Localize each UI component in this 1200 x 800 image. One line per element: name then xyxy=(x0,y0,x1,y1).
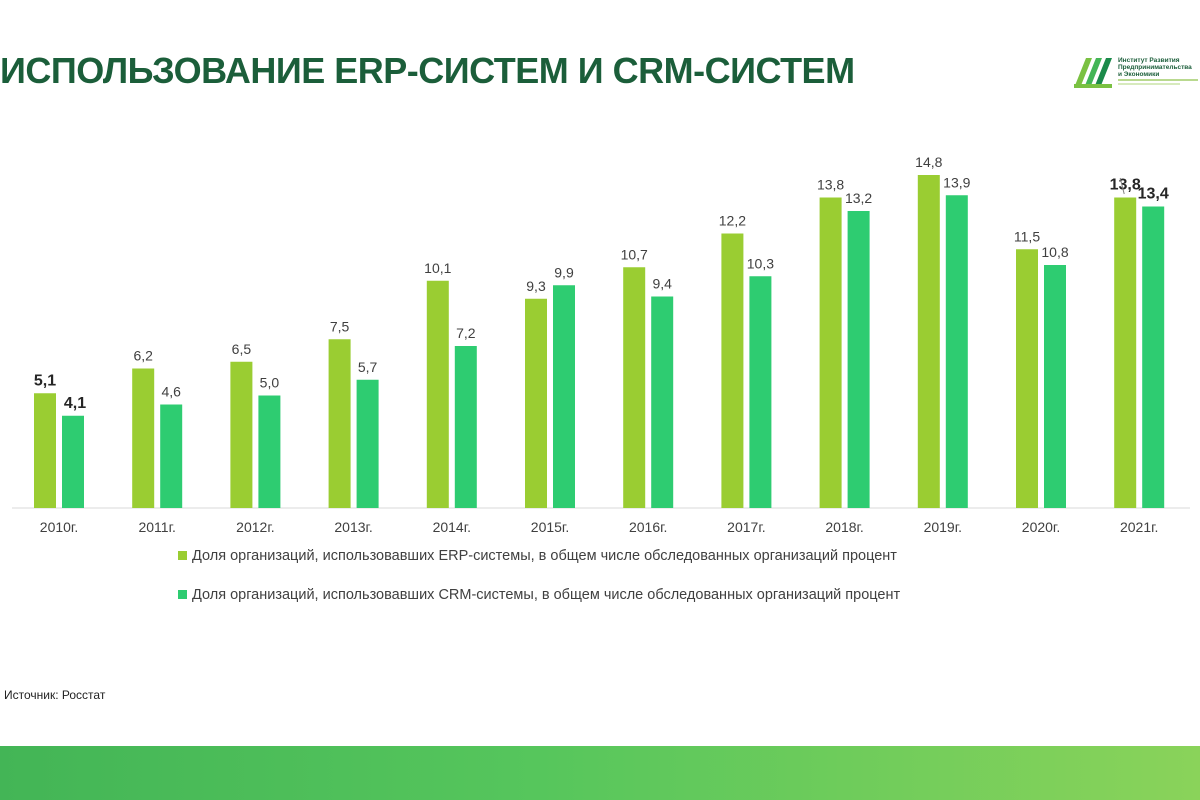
data-label: 12,2 xyxy=(719,213,746,229)
data-label: 6,2 xyxy=(133,348,153,364)
data-label: 13,8 xyxy=(817,177,844,193)
bar-erp xyxy=(426,280,449,508)
data-label: 4,1 xyxy=(64,395,86,412)
data-label: 10,3 xyxy=(747,255,774,271)
bar-crm xyxy=(945,195,968,508)
bar-crm xyxy=(62,415,84,508)
bar-chart: 5,1 4,1 2010г. 6,2 4,6 2011г. 6,5 5,0 2012г. 7,5 5… xyxy=(12,154,1190,535)
legend-swatch-crm xyxy=(178,589,187,599)
bar-crm xyxy=(1142,206,1165,508)
page-title: ИСПОЛЬЗОВАНИЕ ERP-СИСТЕМ И CRM-СИСТЕМ xyxy=(0,50,855,91)
label-leader-line xyxy=(1119,177,1125,195)
x-tick-label: 2013г. xyxy=(334,519,372,535)
x-tick-label: 2014г. xyxy=(433,519,471,535)
bar-erp xyxy=(132,368,155,508)
data-label: 11,5 xyxy=(1014,228,1040,244)
logo-underline xyxy=(1118,79,1198,81)
x-tick-label: 2021г. xyxy=(1120,519,1158,535)
data-label: 13,8 xyxy=(1110,177,1141,194)
bar-erp xyxy=(230,361,253,508)
legend-label-crm: Доля организаций, использовавших CRM-сис… xyxy=(192,587,901,603)
logo-text-line: и Экономики xyxy=(1118,71,1160,78)
bar-crm xyxy=(454,346,477,508)
bar-crm xyxy=(847,211,870,508)
legend-item-crm: Доля организаций, использовавших CRM-сис… xyxy=(178,587,900,603)
data-label: 7,2 xyxy=(456,325,476,341)
bar-crm xyxy=(258,395,281,508)
bar-crm xyxy=(651,296,674,508)
data-label: 9,9 xyxy=(554,264,574,280)
data-label: 5,1 xyxy=(34,372,56,389)
data-label: 14,8 xyxy=(915,154,942,170)
x-tick-label: 2012г. xyxy=(236,519,274,535)
x-tick-label: 2020г. xyxy=(1022,519,1060,535)
bar-erp xyxy=(34,393,56,508)
x-tick-label: 2011г. xyxy=(138,519,175,535)
data-label: 5,0 xyxy=(260,375,280,391)
data-label: 5,7 xyxy=(358,359,378,375)
logo-mark-icon xyxy=(1074,58,1112,88)
data-label: 10,7 xyxy=(621,246,648,262)
x-tick-label: 2017г. xyxy=(727,519,765,535)
logo-text-line: Институт Развития xyxy=(1118,57,1180,64)
x-tick-label: 2015г. xyxy=(531,519,569,535)
bar-erp xyxy=(1114,197,1137,508)
data-label: 9,4 xyxy=(652,276,672,292)
bar-erp xyxy=(917,175,940,508)
data-label: 13,4 xyxy=(1138,186,1169,203)
bar-erp xyxy=(819,197,842,508)
data-label: 4,6 xyxy=(161,384,181,400)
bar-erp xyxy=(721,233,744,508)
legend-label-erp: Доля организаций, использовавших ERP-сис… xyxy=(192,548,897,564)
bar-crm xyxy=(749,276,772,508)
data-label: 6,5 xyxy=(232,341,252,357)
bar-erp xyxy=(525,298,547,508)
bar-erp xyxy=(623,267,646,508)
footer-band xyxy=(0,746,1200,800)
data-label: 13,9 xyxy=(943,174,970,190)
source-note: Источник: Росстат xyxy=(4,688,106,702)
bar-crm xyxy=(1044,265,1066,508)
data-label: 9,3 xyxy=(526,278,546,294)
data-label: 10,1 xyxy=(424,260,451,276)
bar-erp xyxy=(328,339,351,508)
x-tick-label: 2019г. xyxy=(924,519,962,535)
logo-underline xyxy=(1118,83,1180,85)
data-label: 13,2 xyxy=(845,190,872,206)
x-tick-label: 2016г. xyxy=(629,519,667,535)
bar-crm xyxy=(553,285,575,508)
x-tick-label: 2010г. xyxy=(40,519,78,535)
logo-text-line: Предпринимательства xyxy=(1118,64,1192,71)
x-tick-label: 2018г. xyxy=(825,519,863,535)
data-label: 7,5 xyxy=(330,318,350,334)
bar-crm xyxy=(160,404,183,508)
institute-logo: Институт Развития Предпринимательства и … xyxy=(1072,52,1200,92)
legend-swatch-erp xyxy=(178,550,187,560)
bar-crm xyxy=(356,379,379,508)
legend-item-erp: Доля организаций, использовавших ERP-сис… xyxy=(178,548,897,564)
bar-erp xyxy=(1016,249,1038,508)
data-label: 10,8 xyxy=(1041,244,1068,260)
